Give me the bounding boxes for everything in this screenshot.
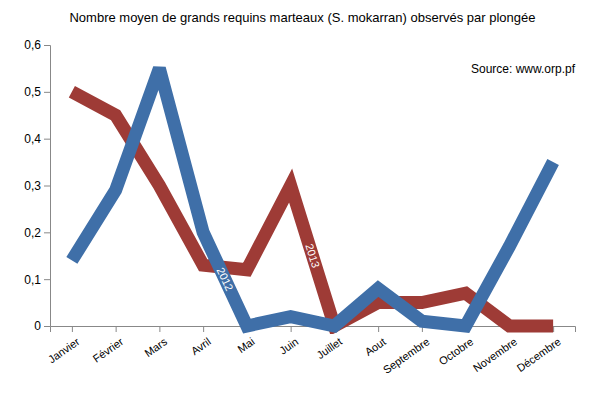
y-tick-mark	[44, 186, 50, 187]
x-tick-label: Avril	[189, 335, 213, 357]
y-tick-mark	[44, 139, 50, 140]
x-tick-label: Juillet	[314, 335, 344, 361]
x-tick-mark	[72, 326, 73, 332]
x-tick-label: Aout	[362, 335, 387, 358]
x-tick: Aout	[362, 326, 387, 358]
series-line	[72, 68, 553, 326]
x-tick-mark	[378, 326, 379, 332]
plot: 0 0,1 0,2 0,3 0,4 0,5 0,6 Janvier Février Mars Avr…	[24, 38, 575, 376]
y-tick-mark	[44, 279, 50, 280]
y-tick-label: 0,1	[24, 273, 41, 287]
x-tick-label: Janvier	[46, 335, 82, 365]
x-tick: Février	[90, 326, 125, 365]
title: Nombre moyen de grands requins marteaux …	[69, 10, 535, 25]
x-tick-label: Octobre	[436, 335, 475, 367]
x-axis: Janvier Février Mars Avril Mai Juin Juillet Aou…	[46, 326, 576, 376]
x-tick-mark	[553, 326, 554, 332]
y-tick: 0,1	[24, 273, 50, 287]
y-tick-mark	[44, 92, 50, 93]
series-label: 2013	[303, 242, 322, 269]
x-tick: Juin	[277, 326, 300, 357]
y-tick-label: 0,2	[24, 226, 41, 240]
x-tick: Décembre	[514, 326, 562, 374]
y-tick: 0,3	[24, 179, 50, 193]
y-tick-mark	[44, 45, 50, 46]
y-axis: 0 0,1 0,2 0,3 0,4 0,5 0,6	[24, 38, 50, 333]
source: Source: www.orp.pf	[471, 62, 576, 76]
x-tick-label: Février	[90, 335, 125, 365]
x-tick-mark	[203, 326, 204, 332]
chart: Nombre moyen de grands requins marteaux …	[0, 0, 605, 396]
series-group	[72, 68, 553, 326]
series-label: 2012	[215, 265, 236, 292]
x-tick: Septembre	[381, 326, 432, 376]
x-tick-mark	[116, 326, 117, 332]
y-tick: 0,6	[24, 38, 50, 52]
x-tick: Avril	[189, 326, 213, 357]
x-tick-label: Décembre	[514, 335, 562, 374]
y-tick-label: 0	[34, 319, 41, 333]
y-tick-label: 0,5	[24, 85, 41, 99]
x-tick-label: Juin	[277, 335, 300, 356]
x-tick: Novembre	[471, 326, 519, 374]
series-labels: 2012 2013	[215, 242, 322, 293]
x-tick-label: Novembre	[471, 335, 519, 374]
y-tick: 0,2	[24, 226, 50, 240]
x-tick: Janvier	[46, 326, 82, 365]
x-tick-label: Mars	[142, 335, 169, 359]
x-tick-label: Septembre	[381, 335, 432, 376]
y-tick: 0,5	[24, 85, 50, 99]
y-axis-line	[44, 46, 51, 327]
x-tick-mark	[291, 326, 292, 332]
y-tick-label: 0,3	[24, 179, 41, 193]
y-tick: 0,4	[24, 132, 50, 146]
y-tick-mark	[44, 232, 50, 233]
x-tick-label: Mai	[235, 335, 256, 355]
y-tick-label: 0,6	[24, 38, 41, 52]
y-tick-label: 0,4	[24, 132, 41, 146]
y-tick: 0	[34, 319, 50, 333]
y-tick-mark	[44, 326, 50, 327]
x-tick: Mars	[142, 326, 169, 359]
x-tick-mark	[159, 326, 160, 332]
